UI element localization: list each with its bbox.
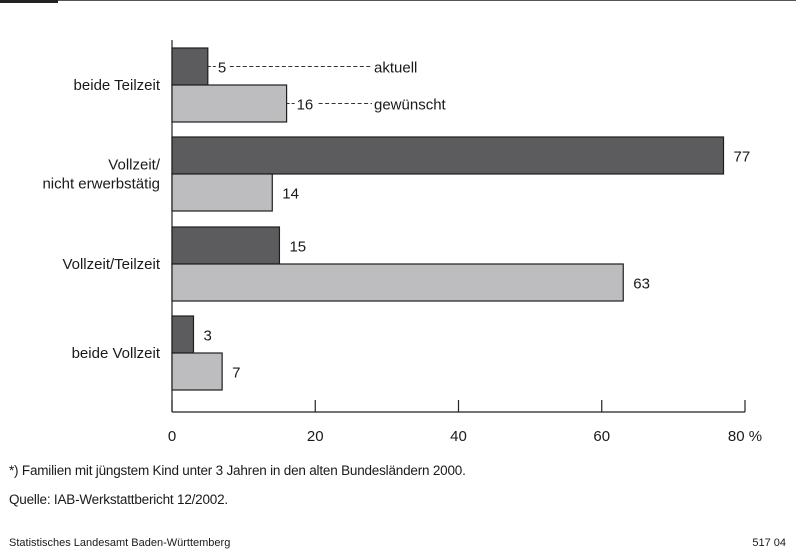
data-label: 16 — [297, 97, 314, 114]
category-label: beide Vollzeit — [72, 345, 161, 362]
bar-aktuell — [171, 136, 725, 175]
data-label: 63 — [633, 276, 650, 293]
data-label: 14 — [282, 186, 299, 203]
bar-gewuenscht — [171, 84, 288, 123]
x-tick-label: 60 — [593, 428, 610, 445]
x-tick-label: 20 — [307, 428, 324, 445]
bar-aktuell — [171, 226, 281, 265]
data-label: 5 — [218, 60, 226, 77]
bar-gewuenscht — [171, 263, 624, 302]
category-label: nicht erwerbstätig — [42, 176, 160, 193]
x-tick-label: 0 — [168, 428, 176, 445]
bar-gewuenscht — [171, 173, 273, 212]
publisher-label: Statistisches Landesamt Baden-Württember… — [9, 537, 231, 549]
chart-number: 517 04 — [752, 537, 786, 549]
data-label: 15 — [289, 239, 306, 256]
top-rule-accent — [0, 0, 58, 3]
bar-aktuell — [171, 315, 195, 354]
data-label: 3 — [203, 328, 211, 345]
footnote: *) Familien mit jüngstem Kind unter 3 Ja… — [9, 463, 466, 478]
bar-aktuell — [171, 47, 209, 86]
bar-chart: 0 20 40 60 80 % 5 16 beide Teilzeit 77 14 Vollzeit… — [42, 40, 762, 445]
top-rule — [0, 0, 796, 1]
category-label: Vollzeit/Teilzeit — [62, 256, 160, 273]
source-note: Quelle: IAB-Werkstattbericht 12/2002. — [9, 492, 228, 507]
x-tick-label: 40 — [450, 428, 467, 445]
data-label: 77 — [734, 149, 751, 166]
data-label: 7 — [232, 365, 240, 382]
legend-label-gewuenscht: gewünscht — [374, 97, 447, 114]
category-label: beide Teilzeit — [74, 77, 161, 94]
x-tick-label: 80 % — [728, 428, 762, 445]
category-label: Vollzeit/ — [108, 157, 161, 174]
bar-gewuenscht — [171, 352, 223, 391]
legend-label-aktuell: aktuell — [374, 60, 417, 77]
